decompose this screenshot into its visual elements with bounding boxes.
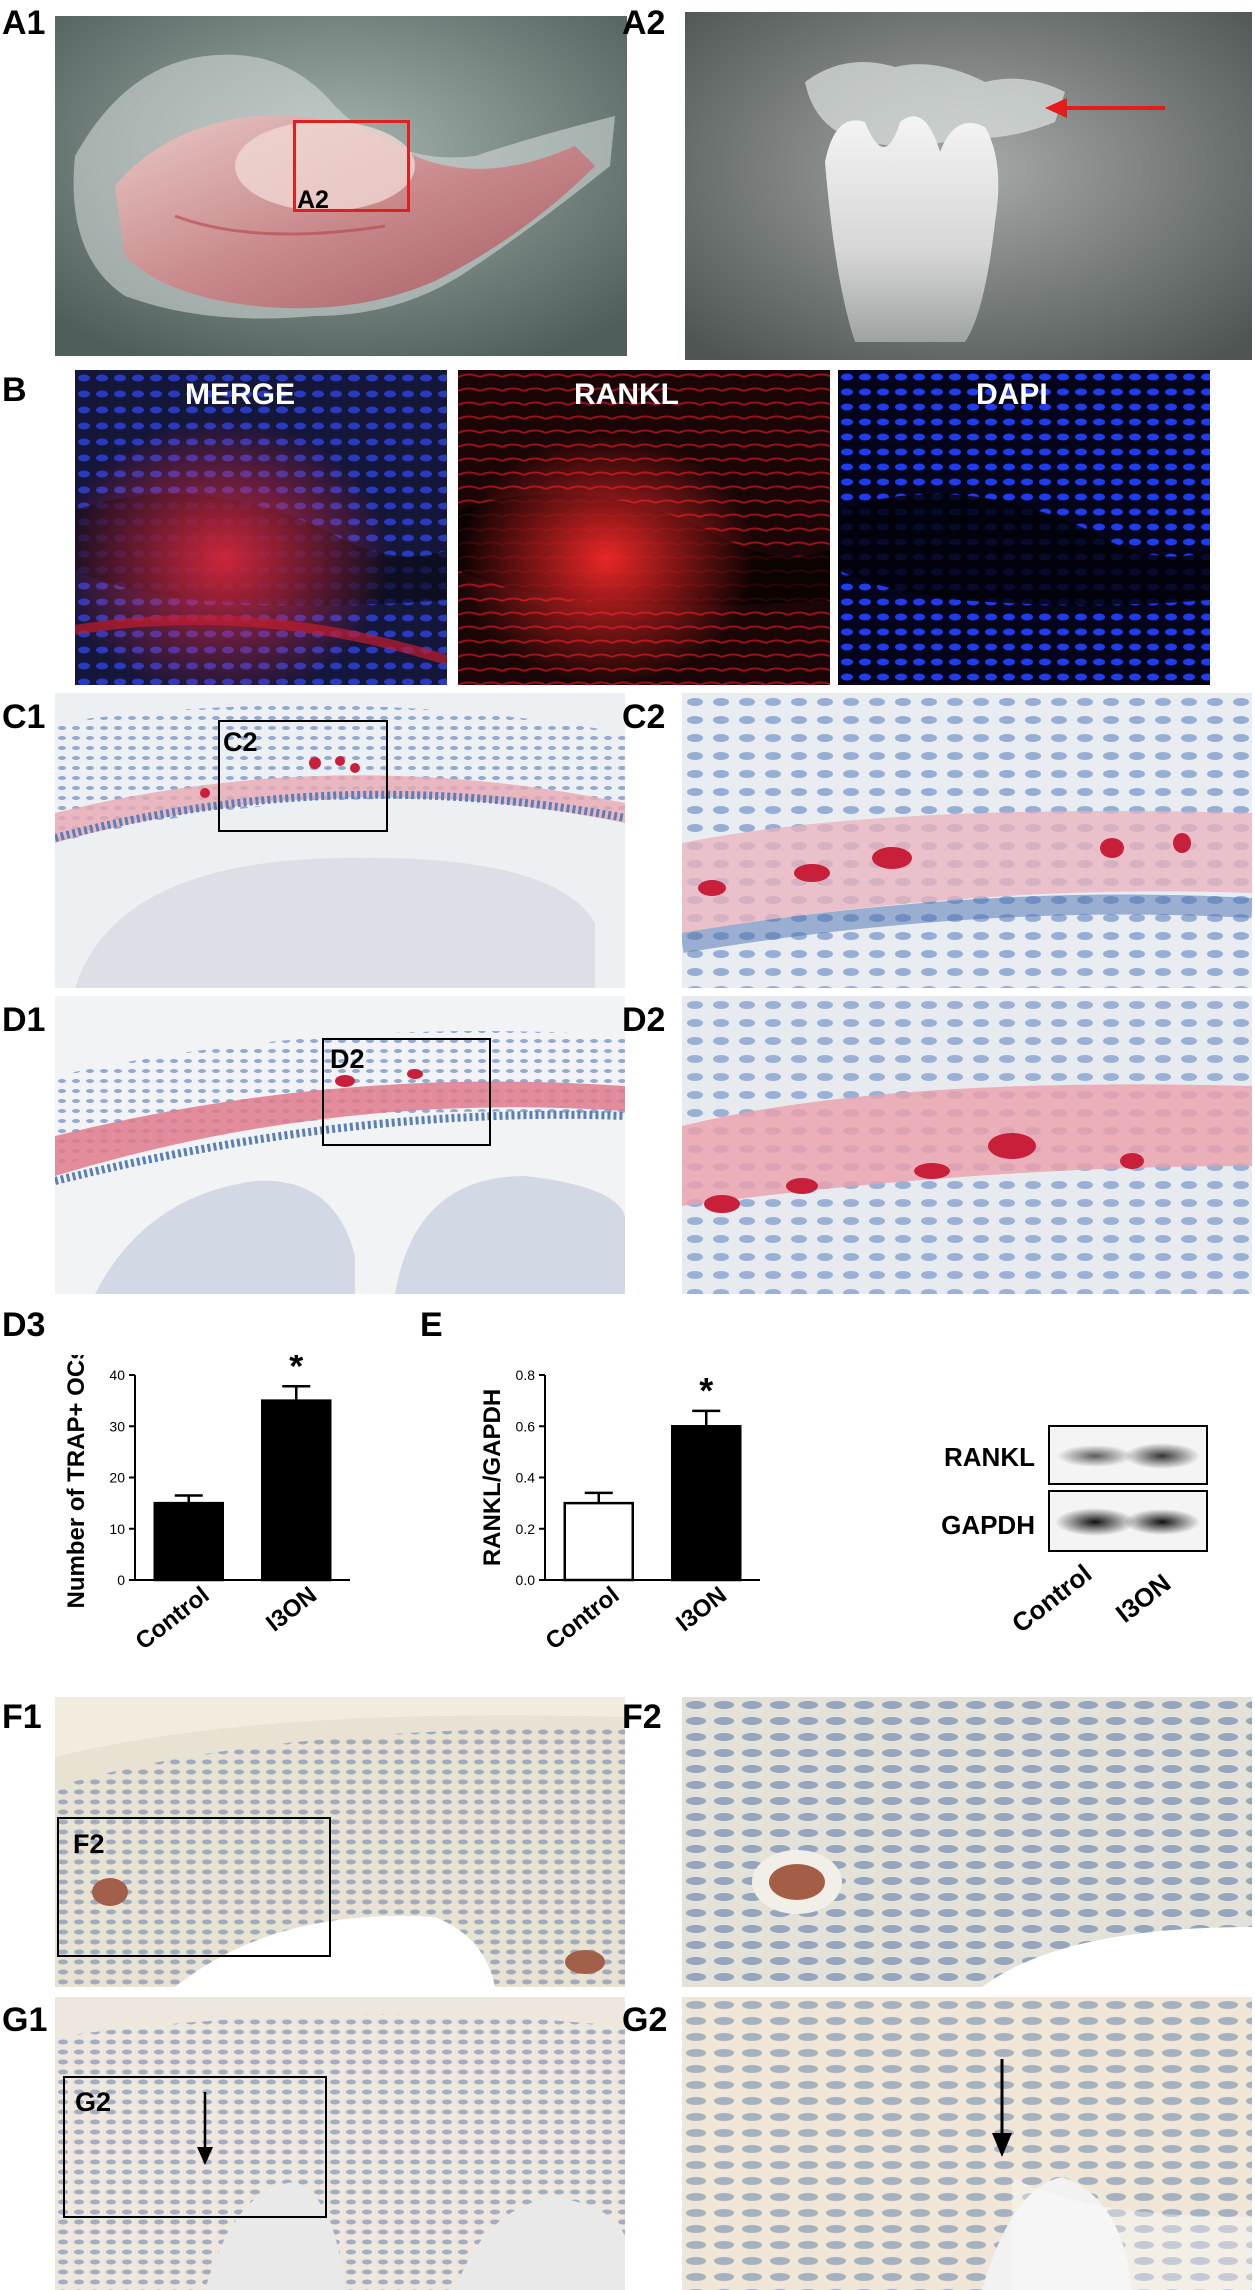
histology-c1: C2 [55, 693, 625, 988]
y-tick-label: 0.0 [516, 1572, 536, 1588]
rankl-fluorescence-image [458, 370, 830, 685]
panel-label-d2: D2 [622, 1001, 666, 1039]
panel-label-c2: C2 [622, 698, 666, 736]
panel-label-a2: A2 [622, 4, 666, 42]
x-tick-label: Control [541, 1581, 625, 1655]
d1-box-label: D2 [330, 1044, 365, 1074]
panel-label-f1: F1 [2, 1698, 42, 1736]
panel-label-d1: D1 [2, 1001, 46, 1039]
histology-g1: G2 [55, 1997, 625, 2290]
blot-label-rankl: RANKL [944, 1442, 1035, 1472]
y-tick-label: 30 [109, 1418, 125, 1434]
panel-label-g2: G2 [622, 2001, 668, 2039]
histology-f1: F2 [55, 1697, 625, 1987]
photo-a2-tooth [685, 12, 1252, 360]
d2-trap-stain-image [682, 996, 1252, 1294]
rankl-label: RANKL [574, 378, 679, 411]
c1-box-label: C2 [223, 727, 258, 757]
histology-f2 [682, 1697, 1252, 1987]
dapi-fluorescence-image [838, 370, 1210, 685]
blot-lane-control: Control [1006, 1558, 1098, 1639]
g1-arrow [197, 2092, 213, 2165]
a1-region-box [293, 120, 410, 212]
f1-box-label: F2 [73, 1829, 105, 1859]
fluorescence-merge: MERGE [75, 370, 447, 685]
panel-label-f2: F2 [622, 1698, 662, 1736]
panel-label-d3: D3 [2, 1306, 46, 1344]
chart-e-rankl-gapdh: 0.0 0.2 0.4 0.6 0.8 RANKL/GAPDH Control * I3ON [479, 1367, 760, 1655]
y-tick-label: 40 [109, 1367, 125, 1383]
d1-trap-stain-image [55, 996, 625, 1294]
chart-d3-trap-ocs: 0 10 20 30 40 Number of TRAP+ OCs Control * I3ON [63, 1355, 350, 1655]
bar-control [153, 1501, 224, 1582]
blot-strip-rankl [1048, 1425, 1208, 1485]
f1-control-stain-image [55, 1697, 625, 1987]
f1-region-box [57, 1817, 331, 1957]
g1-stain-image [55, 1997, 625, 2290]
f2-control-stain-image [682, 1697, 1252, 1987]
y-tick-label: 0.4 [516, 1470, 536, 1486]
panel-label-c1: C1 [2, 698, 46, 736]
bar-control [563, 1501, 634, 1582]
g1-box-label: G2 [75, 2087, 112, 2117]
a1-box-label: A2 [297, 186, 329, 214]
x-tick-label: I3ON [671, 1581, 732, 1637]
panel-label-g1: G1 [2, 2001, 48, 2039]
x-tick-label: Control [131, 1581, 215, 1655]
tooth-specimen-illustration [685, 12, 1252, 360]
fluorescence-rankl: RANKL [458, 370, 830, 685]
bar-i3on [261, 1399, 332, 1582]
y-tick-label: 10 [109, 1521, 125, 1537]
y-axis-title: RANKL/GAPDH [479, 1389, 506, 1566]
g2-arrow [992, 2059, 1012, 2157]
panel-label-a1: A1 [2, 4, 46, 42]
panel-label-e: E [420, 1306, 443, 1344]
g2-stain-image [682, 1997, 1252, 2290]
histology-c2 [682, 693, 1252, 988]
significance-star: * [289, 1355, 303, 1386]
blot-lane-i3on: I3ON [1110, 1567, 1177, 1629]
g1-region-box [63, 2076, 327, 2218]
y-tick-label: 20 [109, 1470, 125, 1486]
significance-star: * [699, 1370, 713, 1411]
western-blot: RANKL GAPDH Control I3ON [910, 1420, 1210, 1670]
y-tick-label: 0.6 [516, 1418, 536, 1434]
dapi-label: DAPI [976, 378, 1048, 411]
blot-strip-gapdh [1048, 1490, 1208, 1552]
histology-d2 [682, 996, 1252, 1294]
bar-i3on [671, 1425, 742, 1582]
y-axis-title: Number of TRAP+ OCs [63, 1355, 90, 1609]
y-tick-label: 0.8 [516, 1367, 536, 1383]
y-tick-label: 0 [117, 1572, 125, 1588]
c2-trap-stain-image [682, 693, 1252, 988]
c1-trap-stain-image [55, 693, 625, 988]
photo-a1-gingiva: A2 [55, 16, 627, 356]
x-tick-label: I3ON [261, 1581, 322, 1637]
c1-region-box [218, 720, 388, 832]
y-tick-label: 0.2 [516, 1521, 536, 1537]
blot-label-gapdh: GAPDH [941, 1510, 1035, 1540]
panel-label-b: B [2, 371, 27, 409]
histology-d1: D2 [55, 996, 625, 1294]
merge-fluorescence-image [75, 370, 447, 685]
fluorescence-dapi: DAPI [838, 370, 1210, 685]
histology-g2 [682, 1997, 1252, 2290]
merge-label: MERGE [185, 378, 296, 411]
d1-region-box [322, 1038, 491, 1146]
